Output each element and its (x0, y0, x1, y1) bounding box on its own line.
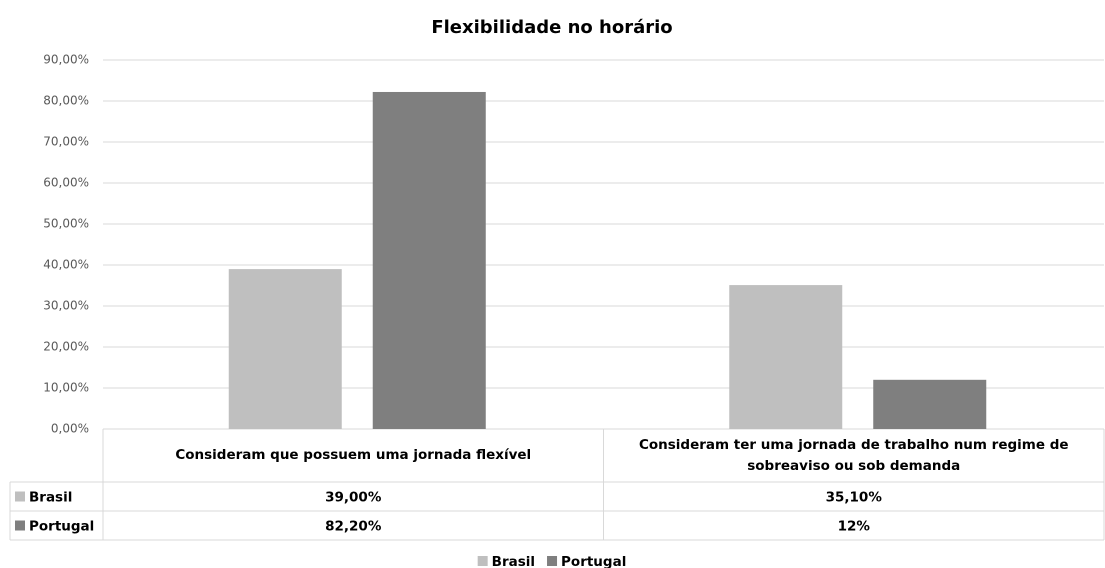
bar (729, 285, 843, 429)
row-label: Brasil (29, 490, 72, 506)
y-tick-label: 50,00% (43, 217, 89, 231)
legend-key (15, 520, 25, 531)
category-label: Consideram que possuem uma jornada flexí… (175, 447, 532, 463)
chart-title: Flexibilidade no horário (431, 17, 672, 38)
legend-key (477, 556, 488, 566)
y-tick-label: 10,00% (43, 381, 89, 395)
y-tick-label: 40,00% (43, 258, 89, 272)
legend-label: Portugal (561, 554, 626, 568)
legend-label: Brasil (492, 554, 535, 568)
table-value: 35,10% (826, 490, 883, 506)
bar (228, 269, 342, 429)
y-tick-label: 90,00% (43, 53, 89, 67)
y-tick-label: 20,00% (43, 340, 89, 354)
table-value: 12% (838, 519, 871, 535)
row-label: Portugal (29, 519, 94, 535)
y-tick-label: 30,00% (43, 299, 89, 313)
table-value: 39,00% (325, 490, 382, 506)
legend-key (15, 491, 25, 502)
y-tick-label: 0,00% (51, 422, 89, 436)
table-value: 82,20% (325, 519, 382, 535)
legend-key (547, 556, 558, 566)
y-tick-label: 60,00% (43, 176, 89, 190)
bar (873, 379, 987, 429)
category-label: Consideram ter uma jornada de trabalho n… (638, 436, 1069, 474)
y-tick-label: 80,00% (43, 94, 89, 108)
y-tick-label: 70,00% (43, 135, 89, 149)
bar (372, 91, 486, 429)
